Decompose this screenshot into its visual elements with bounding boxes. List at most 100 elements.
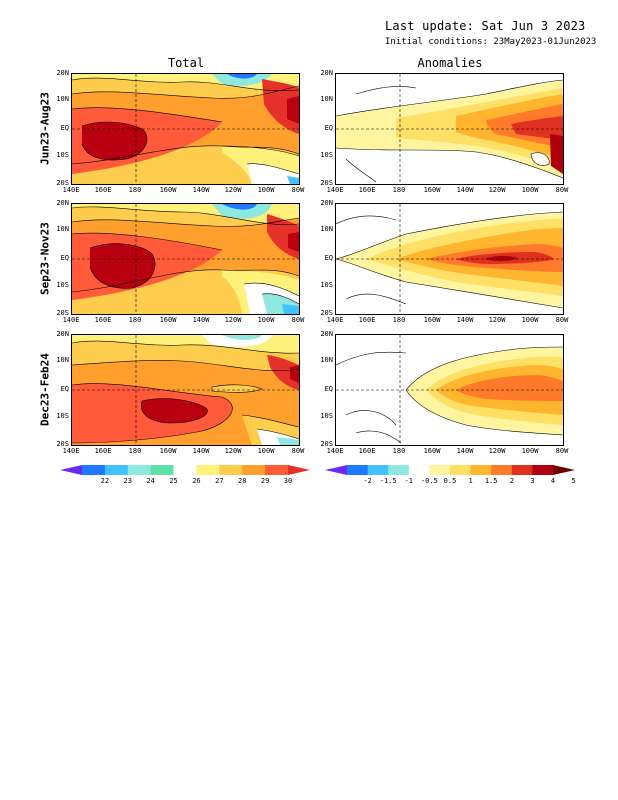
lat-tick-label: 20S (56, 440, 69, 448)
colorbar-tick-label: 23 (123, 477, 132, 485)
colorbar-swatch (150, 465, 175, 475)
last-update-text: Last update: Sat Jun 3 2023 (385, 19, 586, 33)
lon-tick-label: 120W (488, 447, 506, 455)
lon-tick-label: 80W (555, 186, 569, 194)
colorbar-swatch (82, 465, 106, 475)
lat-tick-label: 20N (56, 69, 69, 77)
colorbar-swatch (196, 465, 220, 475)
lon-tick-label: 140E (62, 186, 80, 194)
total-column-title: Total (167, 56, 205, 70)
lon-tick-label: 120W (488, 316, 506, 324)
colorbar-swatch (532, 465, 554, 475)
lon-tick-label: 140E (62, 447, 80, 455)
colorbar-tick-label: 1 (468, 477, 473, 485)
colorbar-tick-label: -1.5 (379, 477, 397, 485)
lon-tick-label: 160W (159, 186, 177, 194)
lon-tick-label: 100W (521, 186, 539, 194)
lat-tick-label: 20S (320, 309, 333, 317)
lat-tick-label: 10S (320, 151, 333, 159)
lon-tick-label: 160W (423, 447, 441, 455)
total-map-jun-aug (71, 73, 300, 185)
lon-tick-label: 120W (488, 186, 506, 194)
lon-tick-label: 140E (326, 316, 344, 324)
lon-tick-label: 180 (128, 447, 142, 455)
lon-tick-label: 180 (128, 186, 142, 194)
lon-tick-label: 160E (358, 186, 376, 194)
colorbar-swatch (104, 465, 129, 475)
lon-tick-label: 160E (94, 316, 112, 324)
colorbar-swatch (429, 465, 451, 475)
lon-tick-label: 180 (128, 316, 142, 324)
colorbar-tick-label: 29 (260, 477, 270, 485)
row-label-jun-aug: Jun23-Aug23 (38, 92, 52, 165)
colorbar-end-low (325, 465, 347, 475)
lat-tick-label: 20S (56, 309, 69, 317)
lon-tick-label: 80W (291, 447, 305, 455)
lon-tick-label: 140W (456, 316, 474, 324)
colorbar-swatch (491, 465, 513, 475)
colorbar-swatch (450, 465, 472, 475)
lon-tick-label: 100W (257, 316, 275, 324)
lat-tick-label: 10N (56, 95, 69, 103)
total-map-dec-feb (71, 334, 300, 446)
lat-tick-label: 20N (56, 199, 69, 207)
colorbar-end-high (288, 465, 310, 475)
colorbar-swatch (127, 465, 152, 475)
lat-tick-label: EQ (324, 385, 333, 393)
lat-tick-label: EQ (60, 254, 69, 262)
lat-tick-label: 20N (56, 330, 69, 338)
lat-tick-label: 20S (320, 440, 333, 448)
lon-tick-label: 100W (257, 447, 275, 455)
lat-tick-label: 10N (56, 356, 69, 364)
lon-tick-label: 120W (224, 316, 242, 324)
colorbar-tick-label: 25 (169, 477, 178, 485)
colorbar-tick-label: -1 (404, 477, 414, 485)
lon-tick-label: 120W (224, 186, 242, 194)
lon-tick-label: 140E (62, 316, 80, 324)
lon-tick-label: 100W (521, 316, 539, 324)
lat-tick-label: 10S (56, 412, 69, 420)
lon-tick-label: 140W (456, 186, 474, 194)
colorbar-tick-label: 24 (146, 477, 155, 485)
colorbar-swatch (367, 465, 389, 475)
colorbar-swatch (388, 465, 410, 475)
colorbar-tick-label: -2 (363, 477, 372, 485)
colorbar-swatch (511, 465, 533, 475)
lon-tick-label: 140W (192, 316, 210, 324)
colorbar-tick-label: 2 (509, 477, 514, 485)
lon-tick-label: 140W (192, 186, 210, 194)
colorbar-total (60, 465, 310, 475)
lon-tick-label: 140E (326, 447, 344, 455)
lat-tick-label: 20N (320, 330, 333, 338)
lon-tick-label: 140W (192, 447, 210, 455)
colorbar-tick-label: 26 (192, 477, 201, 485)
lon-tick-label: 80W (555, 316, 569, 324)
lon-tick-label: 80W (291, 186, 305, 194)
lon-tick-label: 120W (224, 447, 242, 455)
colorbar-tick-label: -0.5 (420, 477, 438, 485)
anomaly-map-sep-nov (335, 203, 564, 315)
row-label-sep-nov: Sep23-Nov23 (38, 222, 52, 295)
lat-tick-label: 10S (320, 281, 333, 289)
lon-tick-label: 160W (159, 447, 177, 455)
colorbar-swatch (242, 465, 266, 475)
lat-tick-label: EQ (324, 254, 333, 262)
lon-tick-label: 160E (358, 447, 376, 455)
anomalies-column-title: Anomalies (417, 56, 483, 70)
lon-tick-label: 160W (423, 186, 441, 194)
colorbar-tick-label: 3 (530, 477, 535, 485)
lon-tick-label: 160E (358, 316, 376, 324)
lon-tick-label: 160W (159, 316, 177, 324)
lon-tick-label: 80W (291, 316, 305, 324)
anomaly-map-dec-feb (335, 334, 564, 446)
colorbar-tick-label: 5 (571, 477, 576, 485)
colorbar-tick-label: 28 (238, 477, 247, 485)
lon-tick-label: 80W (555, 447, 569, 455)
lon-tick-label: 180 (392, 186, 406, 194)
colorbar-tick-label: 4 (550, 477, 556, 485)
row-label-dec-feb: Dec23-Feb24 (38, 353, 52, 426)
colorbar-end-low (60, 465, 82, 475)
lon-tick-label: 100W (257, 186, 275, 194)
lat-tick-label: 10N (320, 95, 333, 103)
total-map-sep-nov (71, 203, 300, 315)
